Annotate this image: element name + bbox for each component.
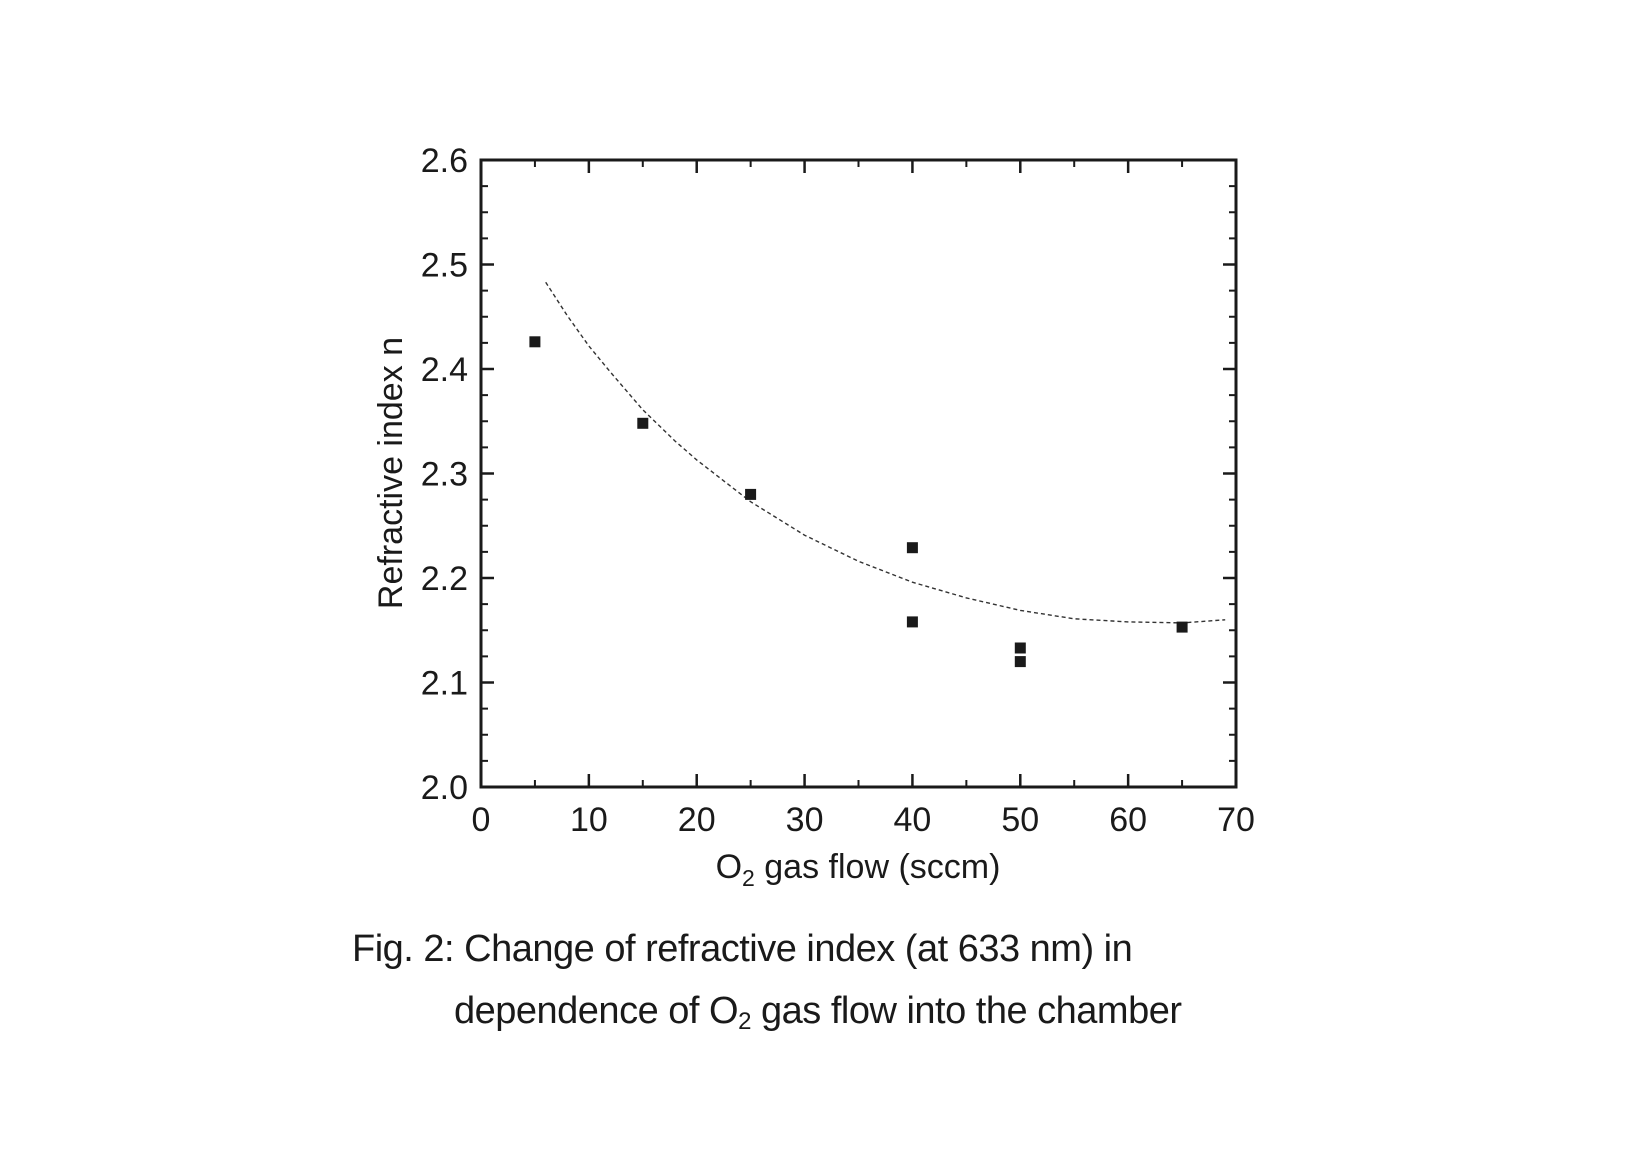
x-tick-label: 60: [1109, 801, 1147, 839]
figure-caption: Fig. 2: Change of refractive index (at 6…: [352, 918, 1182, 1053]
y-tick-label: 2.0: [421, 769, 468, 807]
data-point: [906, 616, 918, 628]
data-point: [1014, 642, 1026, 654]
y-tick-label: 2.4: [421, 351, 468, 389]
x-tick-label: 10: [570, 801, 608, 839]
y-tick-label: 2.5: [421, 247, 468, 285]
major-ticks: [479, 158, 1238, 789]
y-tick-label: 2.2: [421, 560, 468, 598]
x-axis-label-subscript: 2: [742, 865, 755, 891]
x-tick-label: 50: [1001, 801, 1039, 839]
x-tick-labels: 0 10 20 30 40 50 60 70: [472, 801, 1255, 839]
caption-line-2: dependence of O2 gas flow into the chamb…: [352, 980, 1182, 1053]
data-point: [745, 488, 757, 500]
y-tick-label: 2.1: [421, 665, 468, 703]
y-axis-label: Refractive index n: [372, 337, 410, 609]
caption-line-2-end: gas flow into the chamber: [750, 990, 1182, 1032]
caption-line-2-start: dependence of O: [454, 990, 739, 1032]
x-axis-label: O2 gas flow (sccm): [716, 848, 1001, 891]
y-tick-label: 2.6: [421, 142, 468, 180]
data-point: [1176, 621, 1188, 633]
plot-frame: [479, 158, 1238, 789]
x-axis-label-main: O: [716, 848, 742, 886]
data-point: [906, 542, 918, 554]
x-tick-label: 40: [894, 801, 932, 839]
caption-subscript: 2: [738, 1008, 751, 1035]
x-tick-label: 20: [678, 801, 716, 839]
data-point: [1014, 656, 1026, 668]
minor-ticks: [481, 160, 1236, 787]
y-tick-labels: 2.0 2.1 2.2 2.3 2.4 2.5 2.6: [421, 142, 468, 807]
y-tick-label: 2.3: [421, 456, 468, 494]
x-tick-label: 30: [786, 801, 824, 839]
data-point: [637, 417, 649, 429]
x-axis-label-rest: gas flow (sccm): [755, 848, 1001, 886]
data-points: [529, 336, 1188, 668]
x-tick-label: 70: [1217, 801, 1255, 839]
x-tick-label: 0: [472, 801, 491, 839]
fit-curve: [545, 281, 1226, 624]
caption-line-1: Fig. 2: Change of refractive index (at 6…: [352, 928, 1133, 970]
data-point: [529, 336, 541, 348]
